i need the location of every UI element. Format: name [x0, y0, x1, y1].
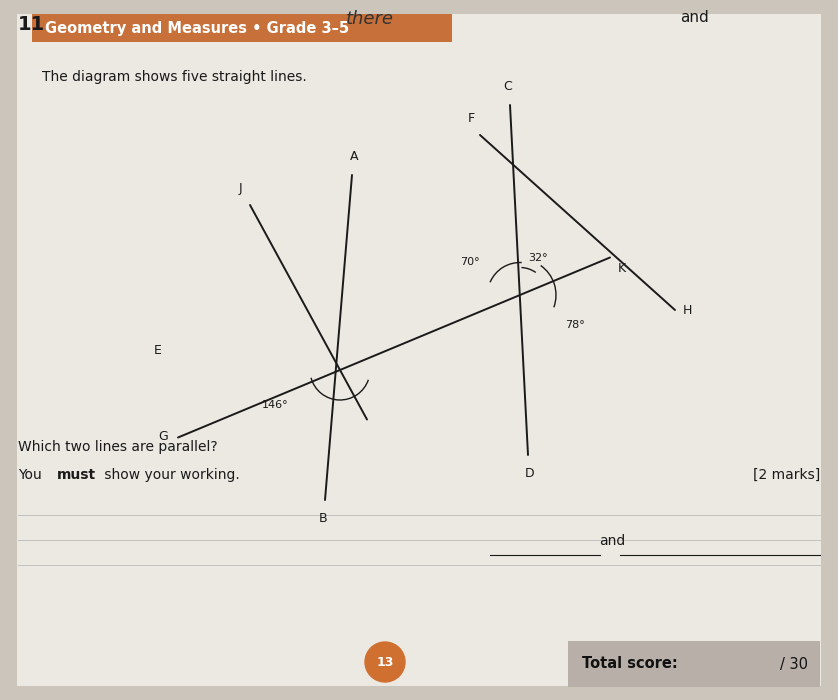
Text: and: and: [680, 10, 709, 25]
FancyBboxPatch shape: [568, 641, 820, 687]
Text: show your working.: show your working.: [100, 468, 240, 482]
Text: D: D: [525, 467, 535, 480]
Text: Which two lines are parallel?: Which two lines are parallel?: [18, 440, 218, 454]
Text: J: J: [238, 182, 242, 195]
Text: A: A: [349, 150, 359, 163]
Text: C: C: [504, 80, 512, 93]
Text: [2 marks]: [2 marks]: [753, 468, 820, 482]
Text: 11: 11: [18, 15, 45, 34]
Text: there: there: [346, 10, 394, 28]
Text: Geometry and Measures • Grade 3–5: Geometry and Measures • Grade 3–5: [45, 20, 349, 36]
Circle shape: [365, 642, 405, 682]
Text: and: and: [599, 534, 625, 548]
Text: / 30: / 30: [780, 657, 808, 671]
Text: must: must: [57, 468, 96, 482]
Text: K: K: [618, 262, 626, 276]
Text: F: F: [468, 112, 475, 125]
FancyBboxPatch shape: [32, 14, 452, 42]
Text: 146°: 146°: [261, 400, 288, 410]
Text: H: H: [683, 304, 692, 316]
Text: E: E: [154, 344, 162, 356]
Text: Total score:: Total score:: [582, 657, 678, 671]
Text: The diagram shows five straight lines.: The diagram shows five straight lines.: [42, 70, 307, 84]
Text: B: B: [318, 512, 328, 525]
Text: 13: 13: [376, 655, 394, 668]
Text: 32°: 32°: [528, 253, 547, 263]
Text: G: G: [158, 430, 168, 442]
Text: You: You: [18, 468, 46, 482]
Text: 78°: 78°: [565, 320, 585, 330]
Text: 70°: 70°: [460, 257, 480, 267]
